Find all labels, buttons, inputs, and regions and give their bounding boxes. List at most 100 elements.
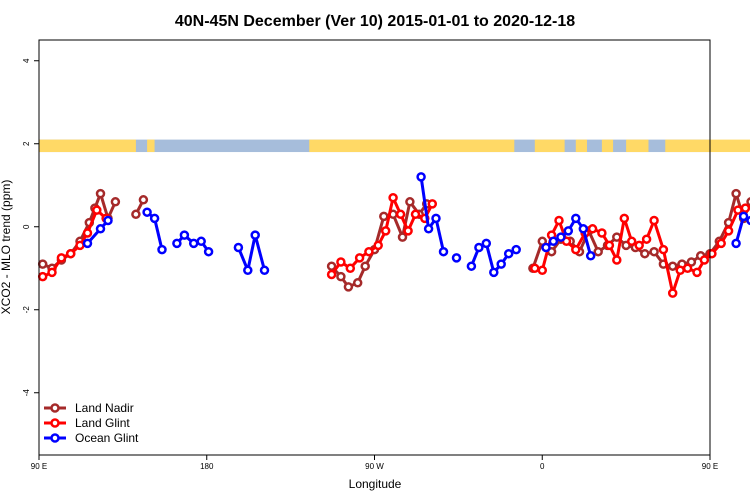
- data-point: [667, 288, 678, 298]
- data-point: [634, 240, 644, 251]
- land-band-segment: [601, 139, 614, 153]
- chart-title: 40N-45N December (Ver 10) 2015-01-01 to …: [175, 13, 575, 30]
- data-point: [56, 253, 67, 263]
- x-tick-label: 180: [200, 462, 214, 471]
- data-point: [503, 248, 514, 259]
- legend-item: Land Nadir: [44, 401, 134, 415]
- data-point: [37, 271, 48, 282]
- legend-label: Land Nadir: [75, 401, 134, 415]
- land-band-segment: [309, 139, 515, 153]
- data-point: [95, 224, 106, 234]
- data-point: [405, 197, 415, 207]
- data-point: [65, 248, 76, 259]
- y-tick-label: 2: [22, 141, 31, 146]
- data-point: [142, 207, 152, 217]
- data-point: [397, 232, 408, 242]
- x-tick-label: 0: [540, 462, 545, 471]
- data-point: [640, 248, 650, 259]
- data-point: [481, 238, 492, 249]
- land-ocean-band: [39, 139, 750, 153]
- data-point: [682, 263, 693, 274]
- data-point: [388, 192, 398, 203]
- data-point: [326, 261, 337, 271]
- legend-label: Land Glint: [75, 416, 130, 430]
- data-point: [451, 253, 462, 263]
- data-point: [395, 209, 406, 220]
- legend-marker: [50, 403, 60, 413]
- x-tick-label: 90 W: [365, 462, 384, 471]
- data-point: [746, 197, 750, 207]
- data-point: [641, 234, 652, 244]
- data-point: [649, 246, 659, 257]
- data-point: [75, 240, 85, 251]
- data-point: [373, 240, 383, 251]
- data-point: [658, 244, 669, 255]
- data-point: [548, 236, 559, 247]
- data-point: [172, 238, 182, 249]
- data-point: [336, 257, 346, 267]
- data-point: [149, 213, 160, 224]
- y-axis: -4 -2 0 2 4: [22, 58, 39, 396]
- series-land-glint: [37, 192, 750, 298]
- data-point: [250, 230, 260, 240]
- data-point: [537, 265, 548, 276]
- data-point: [179, 230, 190, 240]
- series-line: [419, 176, 445, 253]
- data-point: [692, 267, 702, 278]
- data-point: [92, 205, 102, 215]
- data-point: [554, 215, 564, 226]
- data-point: [157, 244, 167, 255]
- legend-marker: [50, 418, 60, 428]
- data-point: [416, 172, 426, 182]
- data-point: [511, 244, 521, 255]
- data-point: [360, 261, 370, 271]
- land-band-segment: [147, 139, 155, 153]
- y-tick-label: -2: [22, 306, 31, 314]
- data-point: [431, 213, 441, 224]
- x-tick-label: 90 E: [702, 462, 718, 471]
- data-point: [380, 226, 391, 236]
- x-axis-label: Longitude: [349, 477, 402, 491]
- data-point: [110, 197, 121, 207]
- series-ocean-glint: [82, 172, 750, 278]
- data-point: [707, 248, 717, 259]
- y-tick-label: 4: [22, 58, 31, 63]
- data-point: [597, 228, 607, 238]
- data-point: [496, 259, 506, 269]
- data-point: [354, 253, 365, 263]
- data-point: [626, 236, 637, 247]
- x-tick-label: 90 E: [31, 462, 47, 471]
- data-point: [578, 224, 589, 234]
- data-point: [345, 263, 356, 274]
- series-line: [237, 233, 266, 272]
- data-point: [731, 188, 741, 199]
- legend-item: Ocean Glint: [44, 431, 139, 445]
- data-point: [82, 238, 93, 249]
- data-point: [47, 267, 57, 278]
- data-point: [203, 246, 214, 257]
- data-point: [731, 238, 741, 249]
- data-point: [587, 224, 598, 234]
- land-band-segment: [575, 139, 587, 153]
- data-point: [723, 226, 734, 236]
- land-band-segment: [534, 139, 565, 153]
- data-point: [95, 188, 106, 199]
- data-point: [352, 278, 363, 288]
- data-point: [746, 215, 750, 226]
- data-point: [438, 246, 449, 257]
- data-point: [343, 282, 354, 292]
- y-tick-label: -4: [22, 389, 31, 397]
- data-point: [466, 261, 477, 271]
- data-point: [489, 267, 499, 278]
- land-band-segment: [665, 139, 750, 153]
- data-point: [138, 195, 149, 205]
- data-point: [716, 238, 726, 249]
- data-point: [410, 209, 421, 220]
- data-point: [82, 228, 93, 238]
- data-point: [675, 265, 685, 276]
- data-point: [131, 209, 141, 220]
- data-point: [326, 269, 337, 280]
- data-point: [423, 224, 434, 234]
